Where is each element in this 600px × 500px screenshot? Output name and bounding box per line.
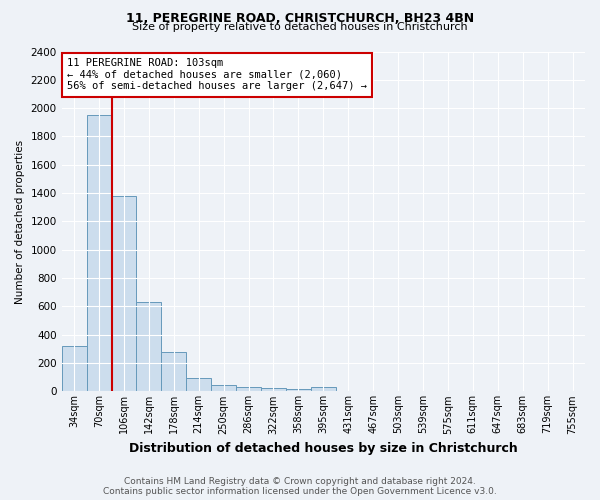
Bar <box>311 387 336 392</box>
Bar <box>112 196 136 392</box>
Bar <box>136 302 161 392</box>
Y-axis label: Number of detached properties: Number of detached properties <box>15 140 25 304</box>
Bar <box>286 388 311 392</box>
Text: 11, PEREGRINE ROAD, CHRISTCHURCH, BH23 4BN: 11, PEREGRINE ROAD, CHRISTCHURCH, BH23 4… <box>126 12 474 26</box>
Bar <box>186 378 211 392</box>
Bar <box>261 388 286 392</box>
Text: Size of property relative to detached houses in Christchurch: Size of property relative to detached ho… <box>132 22 468 32</box>
Bar <box>62 346 86 392</box>
Bar <box>161 352 186 392</box>
Bar <box>86 115 112 392</box>
Text: 11 PEREGRINE ROAD: 103sqm
← 44% of detached houses are smaller (2,060)
56% of se: 11 PEREGRINE ROAD: 103sqm ← 44% of detac… <box>67 58 367 92</box>
X-axis label: Distribution of detached houses by size in Christchurch: Distribution of detached houses by size … <box>129 442 518 455</box>
Text: Contains HM Land Registry data © Crown copyright and database right 2024.
Contai: Contains HM Land Registry data © Crown c… <box>103 476 497 496</box>
Bar <box>211 385 236 392</box>
Bar <box>236 387 261 392</box>
